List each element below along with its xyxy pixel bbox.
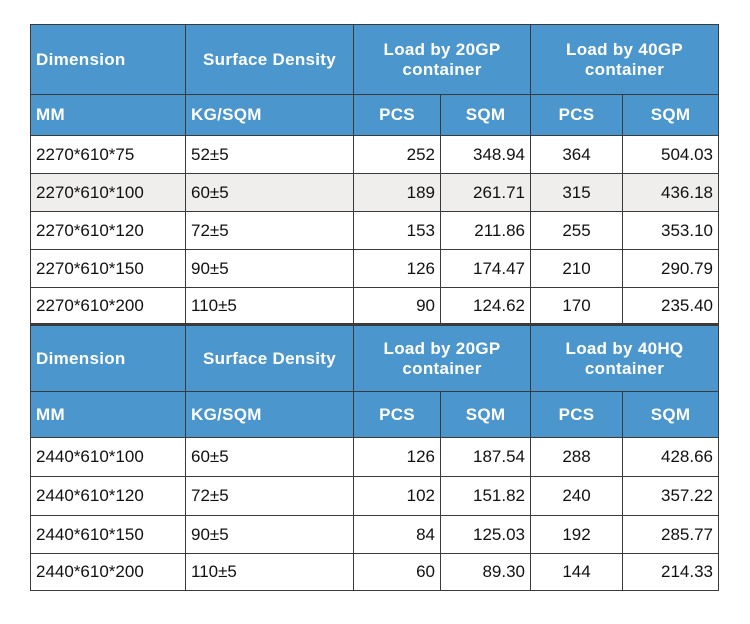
data-cell: 189 [353, 173, 441, 212]
data-cell: 240 [530, 476, 623, 516]
header-cell: Load by 20GP container [353, 324, 531, 392]
data-table: Dimension Surface Density Load by 20GP con… [30, 24, 719, 324]
unit-cell: KG/SQM [185, 94, 354, 136]
data-cell: 60±5 [185, 173, 354, 212]
data-cell: 235.40 [622, 287, 719, 324]
data-cell: 2270*610*200 [30, 287, 186, 324]
data-cell: 504.03 [622, 135, 719, 174]
data-cell: 348.94 [440, 135, 531, 174]
data-cell: 90±5 [185, 249, 354, 288]
data-cell: 357.22 [622, 476, 719, 516]
unit-cell: KG/SQM [185, 391, 354, 438]
header-row: Dimension Surface Density Load by 20GP con… [30, 24, 719, 95]
data-cell: 89.30 [440, 553, 531, 591]
data-row: 2440*610*120 72±5 102 151.82 240 357.22 [30, 476, 719, 516]
data-cell: 90 [353, 287, 441, 324]
data-cell: 102 [353, 476, 441, 516]
data-row: 2270*610*200 110±5 90 124.62 170 235.40 [30, 287, 719, 324]
data-cell: 72±5 [185, 476, 354, 516]
data-cell: 72±5 [185, 211, 354, 250]
unit-cell: PCS [353, 94, 441, 136]
data-cell: 110±5 [185, 287, 354, 324]
data-cell: 84 [353, 515, 441, 554]
data-cell: 187.54 [440, 437, 531, 477]
unit-cell: MM [30, 94, 186, 136]
data-cell: 125.03 [440, 515, 531, 554]
data-cell: 151.82 [440, 476, 531, 516]
data-cell: 52±5 [185, 135, 354, 174]
data-cell: 144 [530, 553, 623, 591]
data-cell: 2440*610*200 [30, 553, 186, 591]
unit-cell: SQM [622, 94, 719, 136]
unit-cell: SQM [440, 391, 531, 438]
data-cell: 60±5 [185, 437, 354, 477]
data-cell: 170 [530, 287, 623, 324]
data-cell: 255 [530, 211, 623, 250]
header-cell: Load by 40HQ container [530, 324, 719, 392]
header-cell: Dimension [30, 324, 186, 392]
header-cell: Dimension [30, 24, 186, 95]
data-cell: 252 [353, 135, 441, 174]
data-cell: 90±5 [185, 515, 354, 554]
data-row: 2440*610*200 110±5 60 89.30 144 214.33 [30, 553, 719, 591]
data-cell: 110±5 [185, 553, 354, 591]
unit-cell: SQM [622, 391, 719, 438]
data-cell: 2440*610*120 [30, 476, 186, 516]
data-row: 2270*610*75 52±5 252 348.94 364 504.03 [30, 135, 719, 174]
data-cell: 285.77 [622, 515, 719, 554]
data-table: Dimension Surface Density Load by 20GP con… [30, 323, 719, 591]
unit-cell: MM [30, 391, 186, 438]
data-cell: 174.47 [440, 249, 531, 288]
data-cell: 126 [353, 437, 441, 477]
data-row: 2270*610*100 60±5 189 261.71 315 436.18 [30, 173, 719, 212]
data-cell: 2270*610*150 [30, 249, 186, 288]
data-cell: 315 [530, 173, 623, 212]
data-cell: 210 [530, 249, 623, 288]
header-cell: Surface Density [185, 24, 354, 95]
unit-cell: PCS [530, 391, 623, 438]
data-cell: 211.86 [440, 211, 531, 250]
data-cell: 2440*610*150 [30, 515, 186, 554]
data-row: 2270*610*120 72±5 153 211.86 255 353.10 [30, 211, 719, 250]
data-cell: 2270*610*100 [30, 173, 186, 212]
data-cell: 60 [353, 553, 441, 591]
unit-cell: PCS [353, 391, 441, 438]
header-cell: Load by 40GP container [530, 24, 719, 95]
data-cell: 2270*610*75 [30, 135, 186, 174]
unit-row: MM KG/SQM PCS SQM PCS SQM [30, 391, 719, 438]
data-row: 2440*610*150 90±5 84 125.03 192 285.77 [30, 515, 719, 554]
data-cell: 2270*610*120 [30, 211, 186, 250]
data-cell: 153 [353, 211, 441, 250]
data-cell: 214.33 [622, 553, 719, 591]
data-cell: 353.10 [622, 211, 719, 250]
data-cell: 2440*610*100 [30, 437, 186, 477]
data-cell: 428.66 [622, 437, 719, 477]
header-cell: Surface Density [185, 324, 354, 392]
unit-cell: PCS [530, 94, 623, 136]
header-row: Dimension Surface Density Load by 20GP con… [30, 324, 719, 392]
data-cell: 364 [530, 135, 623, 174]
data-cell: 126 [353, 249, 441, 288]
data-row: 2440*610*100 60±5 126 187.54 288 428.66 [30, 437, 719, 477]
data-cell: 192 [530, 515, 623, 554]
header-cell: Load by 20GP container [353, 24, 531, 95]
data-cell: 288 [530, 437, 623, 477]
data-cell: 290.79 [622, 249, 719, 288]
data-cell: 124.62 [440, 287, 531, 324]
data-row: 2270*610*150 90±5 126 174.47 210 290.79 [30, 249, 719, 288]
unit-row: MM KG/SQM PCS SQM PCS SQM [30, 94, 719, 136]
unit-cell: SQM [440, 94, 531, 136]
data-cell: 261.71 [440, 173, 531, 212]
data-cell: 436.18 [622, 173, 719, 212]
